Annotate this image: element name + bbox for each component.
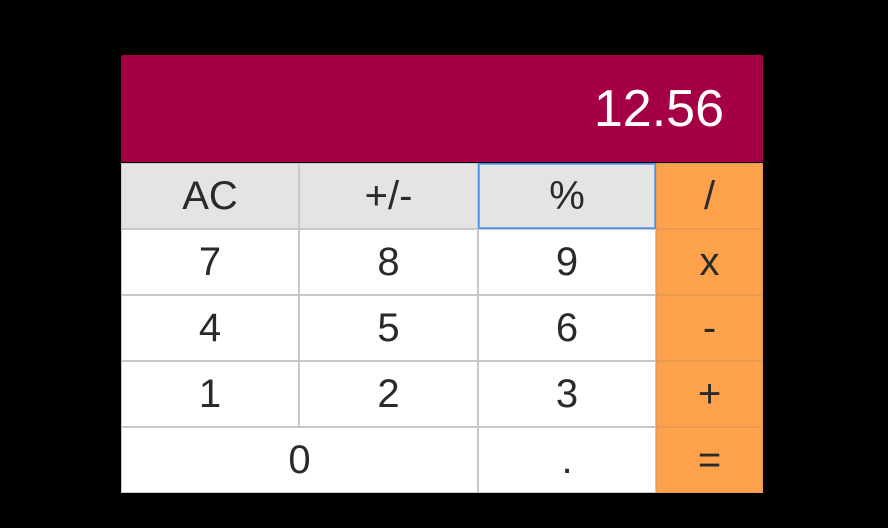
divide-button[interactable]: / [656,163,763,229]
keypad: AC +/- % / 7 8 9 x 4 5 6 - 1 2 3 + 0 . = [121,163,763,493]
digit-5-button[interactable]: 5 [299,295,478,361]
digit-0-button[interactable]: 0 [121,427,478,493]
digit-7-button[interactable]: 7 [121,229,299,295]
multiply-button[interactable]: x [656,229,763,295]
add-button[interactable]: + [656,361,763,427]
all-clear-button[interactable]: AC [121,163,299,229]
calculator-display: 12.56 [121,55,763,162]
percent-button[interactable]: % [478,163,656,229]
digit-6-button[interactable]: 6 [478,295,656,361]
plus-minus-button[interactable]: +/- [299,163,478,229]
digit-4-button[interactable]: 4 [121,295,299,361]
digit-8-button[interactable]: 8 [299,229,478,295]
subtract-button[interactable]: - [656,295,763,361]
digit-2-button[interactable]: 2 [299,361,478,427]
digit-9-button[interactable]: 9 [478,229,656,295]
equals-button[interactable]: = [656,427,763,493]
decimal-button[interactable]: . [478,427,656,493]
digit-3-button[interactable]: 3 [478,361,656,427]
calculator: 12.56 AC +/- % / 7 8 9 x 4 5 6 - 1 2 3 +… [121,55,763,493]
digit-1-button[interactable]: 1 [121,361,299,427]
display-value: 12.56 [593,80,724,138]
